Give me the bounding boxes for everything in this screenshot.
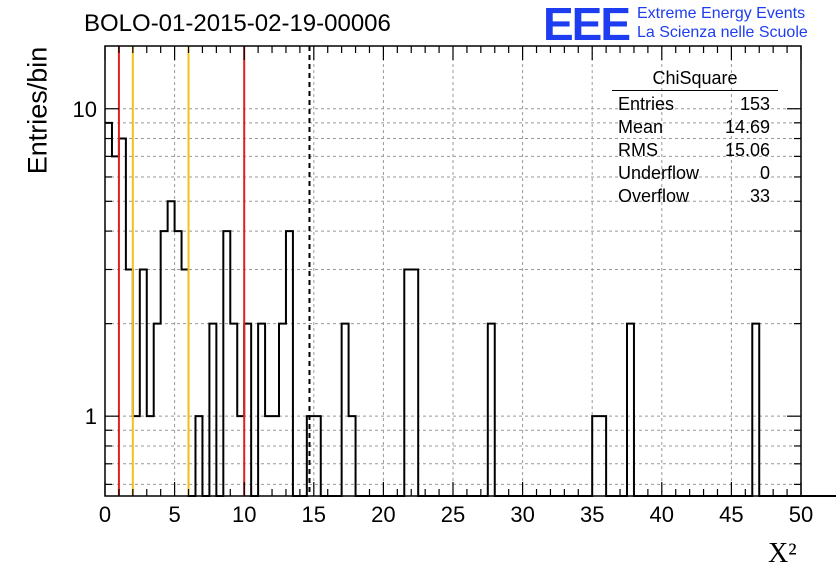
stats-label: Underflow: [618, 163, 700, 183]
x-tick-label: 15: [302, 502, 326, 527]
histogram-bin: [627, 324, 634, 496]
x-axis-label: X²: [768, 538, 797, 569]
histogram-bin: [112, 156, 119, 496]
histogram-bin: [182, 269, 189, 496]
histogram-bin: [175, 231, 182, 496]
logo-line-2: La Scienza nelle Scuole: [637, 24, 808, 41]
histogram-bin: [279, 324, 286, 496]
stats-value: 14.69: [724, 117, 770, 137]
x-tick-label: 20: [371, 502, 395, 527]
histogram-bars: [105, 121, 836, 497]
stats-value: 0: [759, 163, 770, 183]
y-tick-label: 10: [73, 97, 97, 122]
stats-label: RMS: [618, 140, 658, 160]
histogram-bin: [258, 324, 265, 496]
histogram-bin: [126, 269, 133, 496]
x-tick-label: 40: [650, 502, 674, 527]
x-tick-label: 50: [789, 502, 813, 527]
histogram-bin: [105, 123, 112, 496]
stats-row-mean: Mean 14.69: [612, 116, 778, 139]
grid-lines: [105, 46, 801, 496]
histogram-bin: [488, 324, 495, 496]
histogram-bin: [342, 324, 349, 496]
stats-box: ChiSquare Entries 153 Mean 14.69 RMS 15.06 …: [612, 68, 778, 208]
histogram-bin: [223, 231, 230, 496]
stats-value: 15.06: [724, 140, 770, 160]
y-axis-label: Entries/bin: [22, 46, 53, 175]
histogram-bin: [404, 269, 411, 496]
histogram-bin: [230, 324, 237, 496]
histogram-bin: [286, 231, 293, 496]
histogram-outline: [105, 121, 836, 497]
stats-value: 33: [749, 186, 770, 206]
reference-lines: [117, 46, 311, 496]
x-tick-label: 25: [441, 502, 465, 527]
stats-row-overflow: Overflow 33: [612, 185, 778, 208]
stats-row-entries: Entries 153: [612, 93, 778, 116]
histogram-bin: [411, 269, 418, 496]
x-tick-label: 35: [580, 502, 604, 527]
histogram-bin: [154, 324, 161, 496]
x-tick-label: 5: [168, 502, 180, 527]
histogram-bin: [119, 139, 126, 496]
histogram-bin: [209, 324, 216, 496]
stats-row-underflow: Underflow 0: [612, 162, 778, 185]
logo-line-1: Extreme Energy Events: [637, 5, 806, 22]
histogram-bin: [140, 269, 147, 496]
axis-ticks: [104, 46, 802, 496]
stats-label: Overflow: [618, 186, 690, 206]
stats-title: ChiSquare: [612, 68, 778, 91]
stats-label: Entries: [618, 94, 675, 114]
eee-logo: EEE: [543, 0, 631, 50]
x-tick-label: 30: [510, 502, 534, 527]
histogram-bin: [752, 324, 759, 496]
stats-value: 153: [739, 94, 770, 114]
x-tick-label: 10: [232, 502, 256, 527]
histogram-bin: [168, 201, 175, 496]
x-tick-label: 0: [99, 502, 111, 527]
y-tick-label: 1: [85, 404, 97, 429]
histogram-bin: [161, 231, 168, 496]
histogram-bin: [244, 324, 251, 496]
stats-row-rms: RMS 15.06: [612, 139, 778, 162]
stats-label: Mean: [618, 117, 664, 137]
tick-labels: 0 5 10 15 20 25 30 35 40 45 50 1 10: [73, 97, 814, 527]
chart-title: BOLO-01-2015-02-19-00006: [84, 10, 391, 37]
x-tick-label: 45: [719, 502, 743, 527]
